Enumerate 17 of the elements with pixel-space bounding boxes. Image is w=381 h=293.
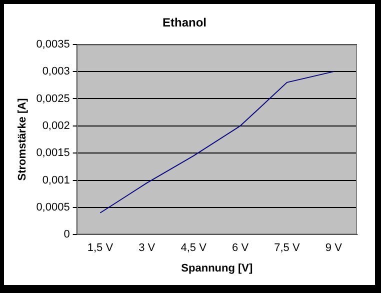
y-tick-label: 0,0025	[36, 92, 70, 105]
y-tick-label: 0	[64, 228, 70, 241]
y-tick-label: 0,0015	[36, 147, 70, 160]
chart-title: Ethanol	[162, 16, 206, 30]
y-tick-label: 0,003	[42, 66, 70, 78]
x-tick-label: 4,5 V	[180, 242, 208, 254]
y-tick-label: 0,001	[42, 174, 70, 186]
x-tick-label: 3 V	[138, 242, 156, 254]
x-tick-label: 9 V	[325, 242, 343, 254]
y-tick-label: 0,0035	[36, 38, 70, 50]
y-axis-title: Stromstärke [A]	[16, 98, 29, 181]
x-tick-label: 7,5 V	[274, 242, 300, 254]
y-tick-label: 0,0005	[36, 201, 70, 214]
y-tick-label: 0,002	[42, 120, 70, 132]
x-tick-label: 6 V	[232, 242, 250, 254]
x-axis-title: Spannung [V]	[181, 262, 253, 274]
x-tick-label: 1,5 V	[87, 242, 114, 254]
